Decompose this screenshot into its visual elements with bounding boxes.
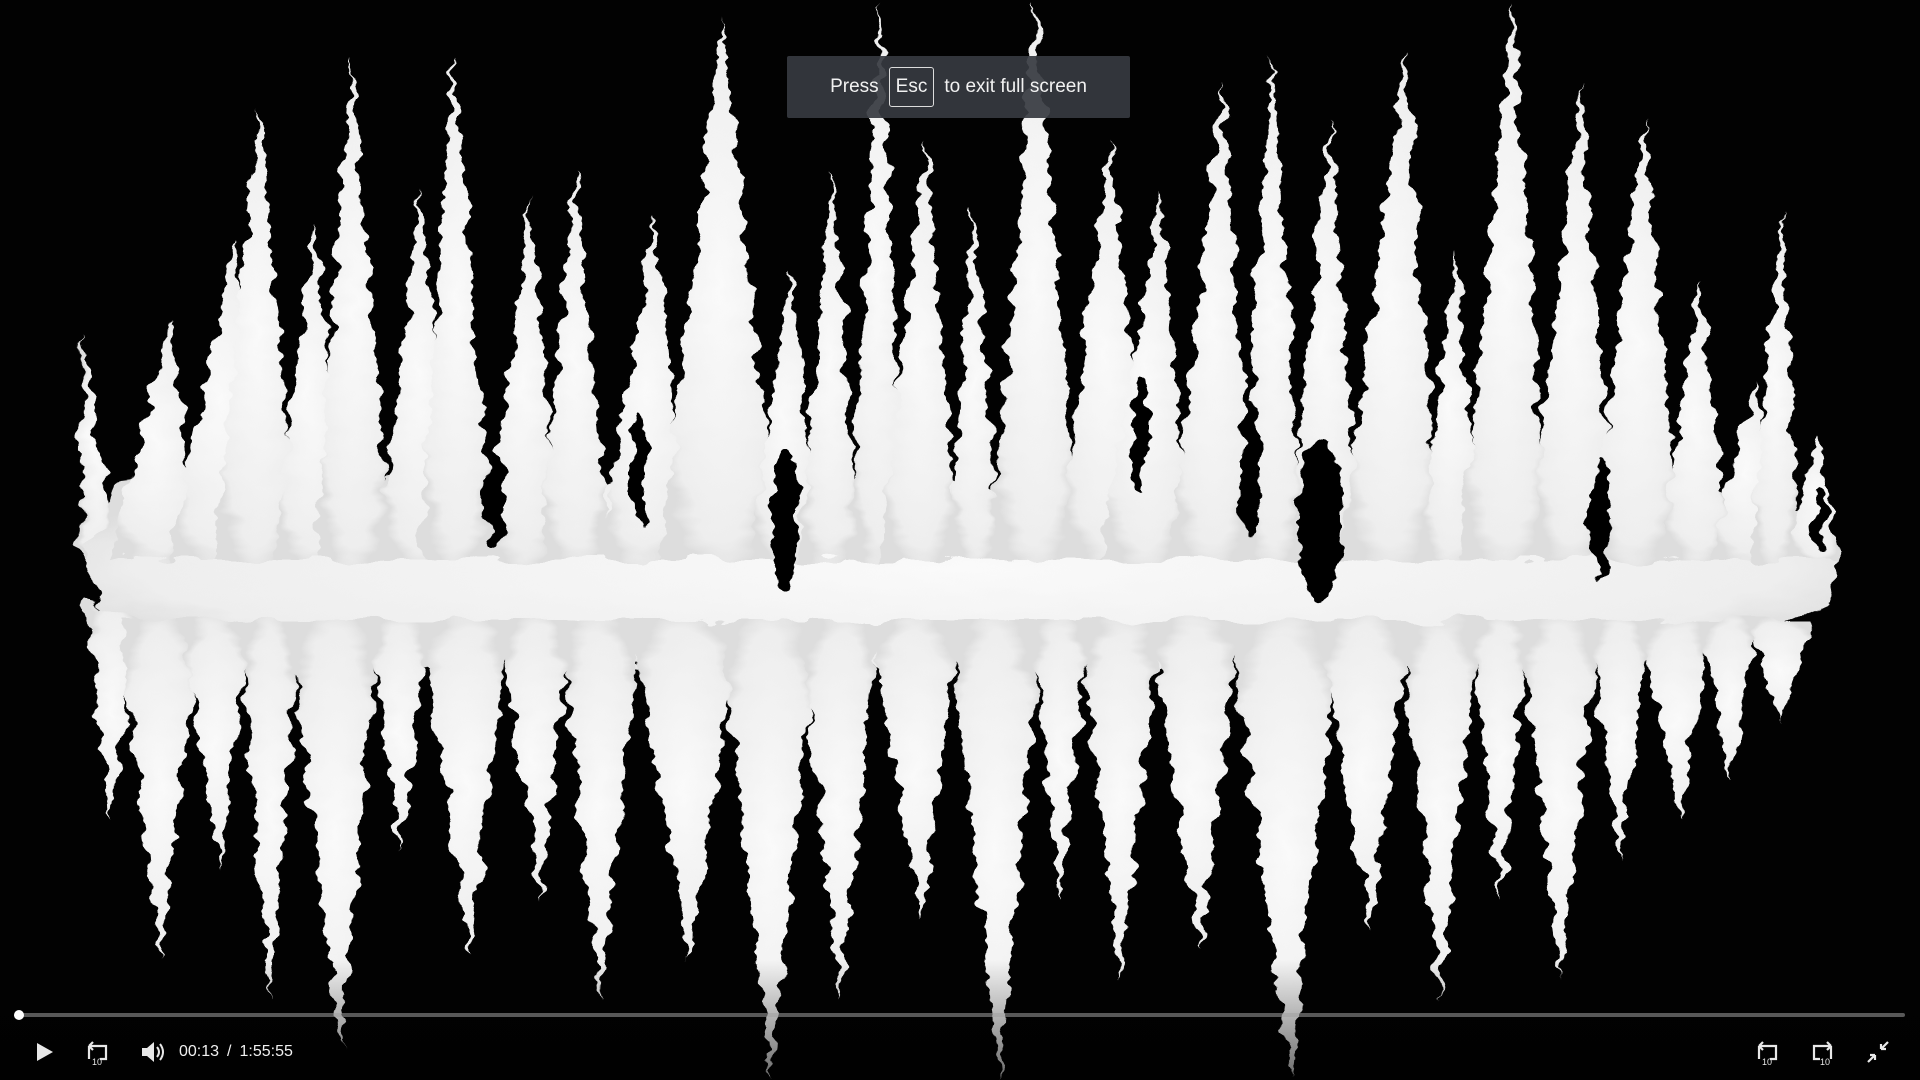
rewind-10-icon: 10 <box>83 1037 113 1067</box>
volume-icon <box>139 1038 167 1066</box>
rewind-10-label: 10 <box>92 1057 102 1067</box>
time-separator: / <box>227 1043 232 1060</box>
esc-key-badge: Esc <box>888 67 935 107</box>
hint-prefix: Press <box>830 76 879 97</box>
forward-10-icon: 10 <box>1807 1037 1837 1067</box>
controls-gradient <box>0 960 1920 1080</box>
seek-bar-thumb[interactable] <box>13 1010 24 1020</box>
volume-button[interactable] <box>137 1036 169 1068</box>
skip-forward-10-button[interactable]: 10 <box>1806 1036 1838 1068</box>
skip-back-label: 10 <box>1762 1057 1772 1067</box>
play-button[interactable] <box>28 1036 60 1068</box>
exit-fullscreen-icon <box>1865 1039 1891 1065</box>
time-display: 00:13 / 1:55:55 <box>179 1041 293 1063</box>
duration: 1:55:55 <box>239 1043 293 1060</box>
current-time: 00:13 <box>179 1043 220 1060</box>
skip-forward-label: 10 <box>1820 1057 1830 1067</box>
hint-suffix: to exit full screen <box>944 76 1087 97</box>
seek-bar[interactable] <box>13 1010 1905 1020</box>
fullscreen-exit-hint: Press Esc to exit full screen <box>787 56 1130 118</box>
exit-fullscreen-button[interactable] <box>1862 1036 1894 1068</box>
skip-back-10-button[interactable]: 10 <box>1752 1036 1784 1068</box>
rewind-10-icon: 10 <box>1753 1037 1783 1067</box>
rewind-10-button[interactable]: 10 <box>82 1036 114 1068</box>
play-icon <box>32 1040 56 1064</box>
